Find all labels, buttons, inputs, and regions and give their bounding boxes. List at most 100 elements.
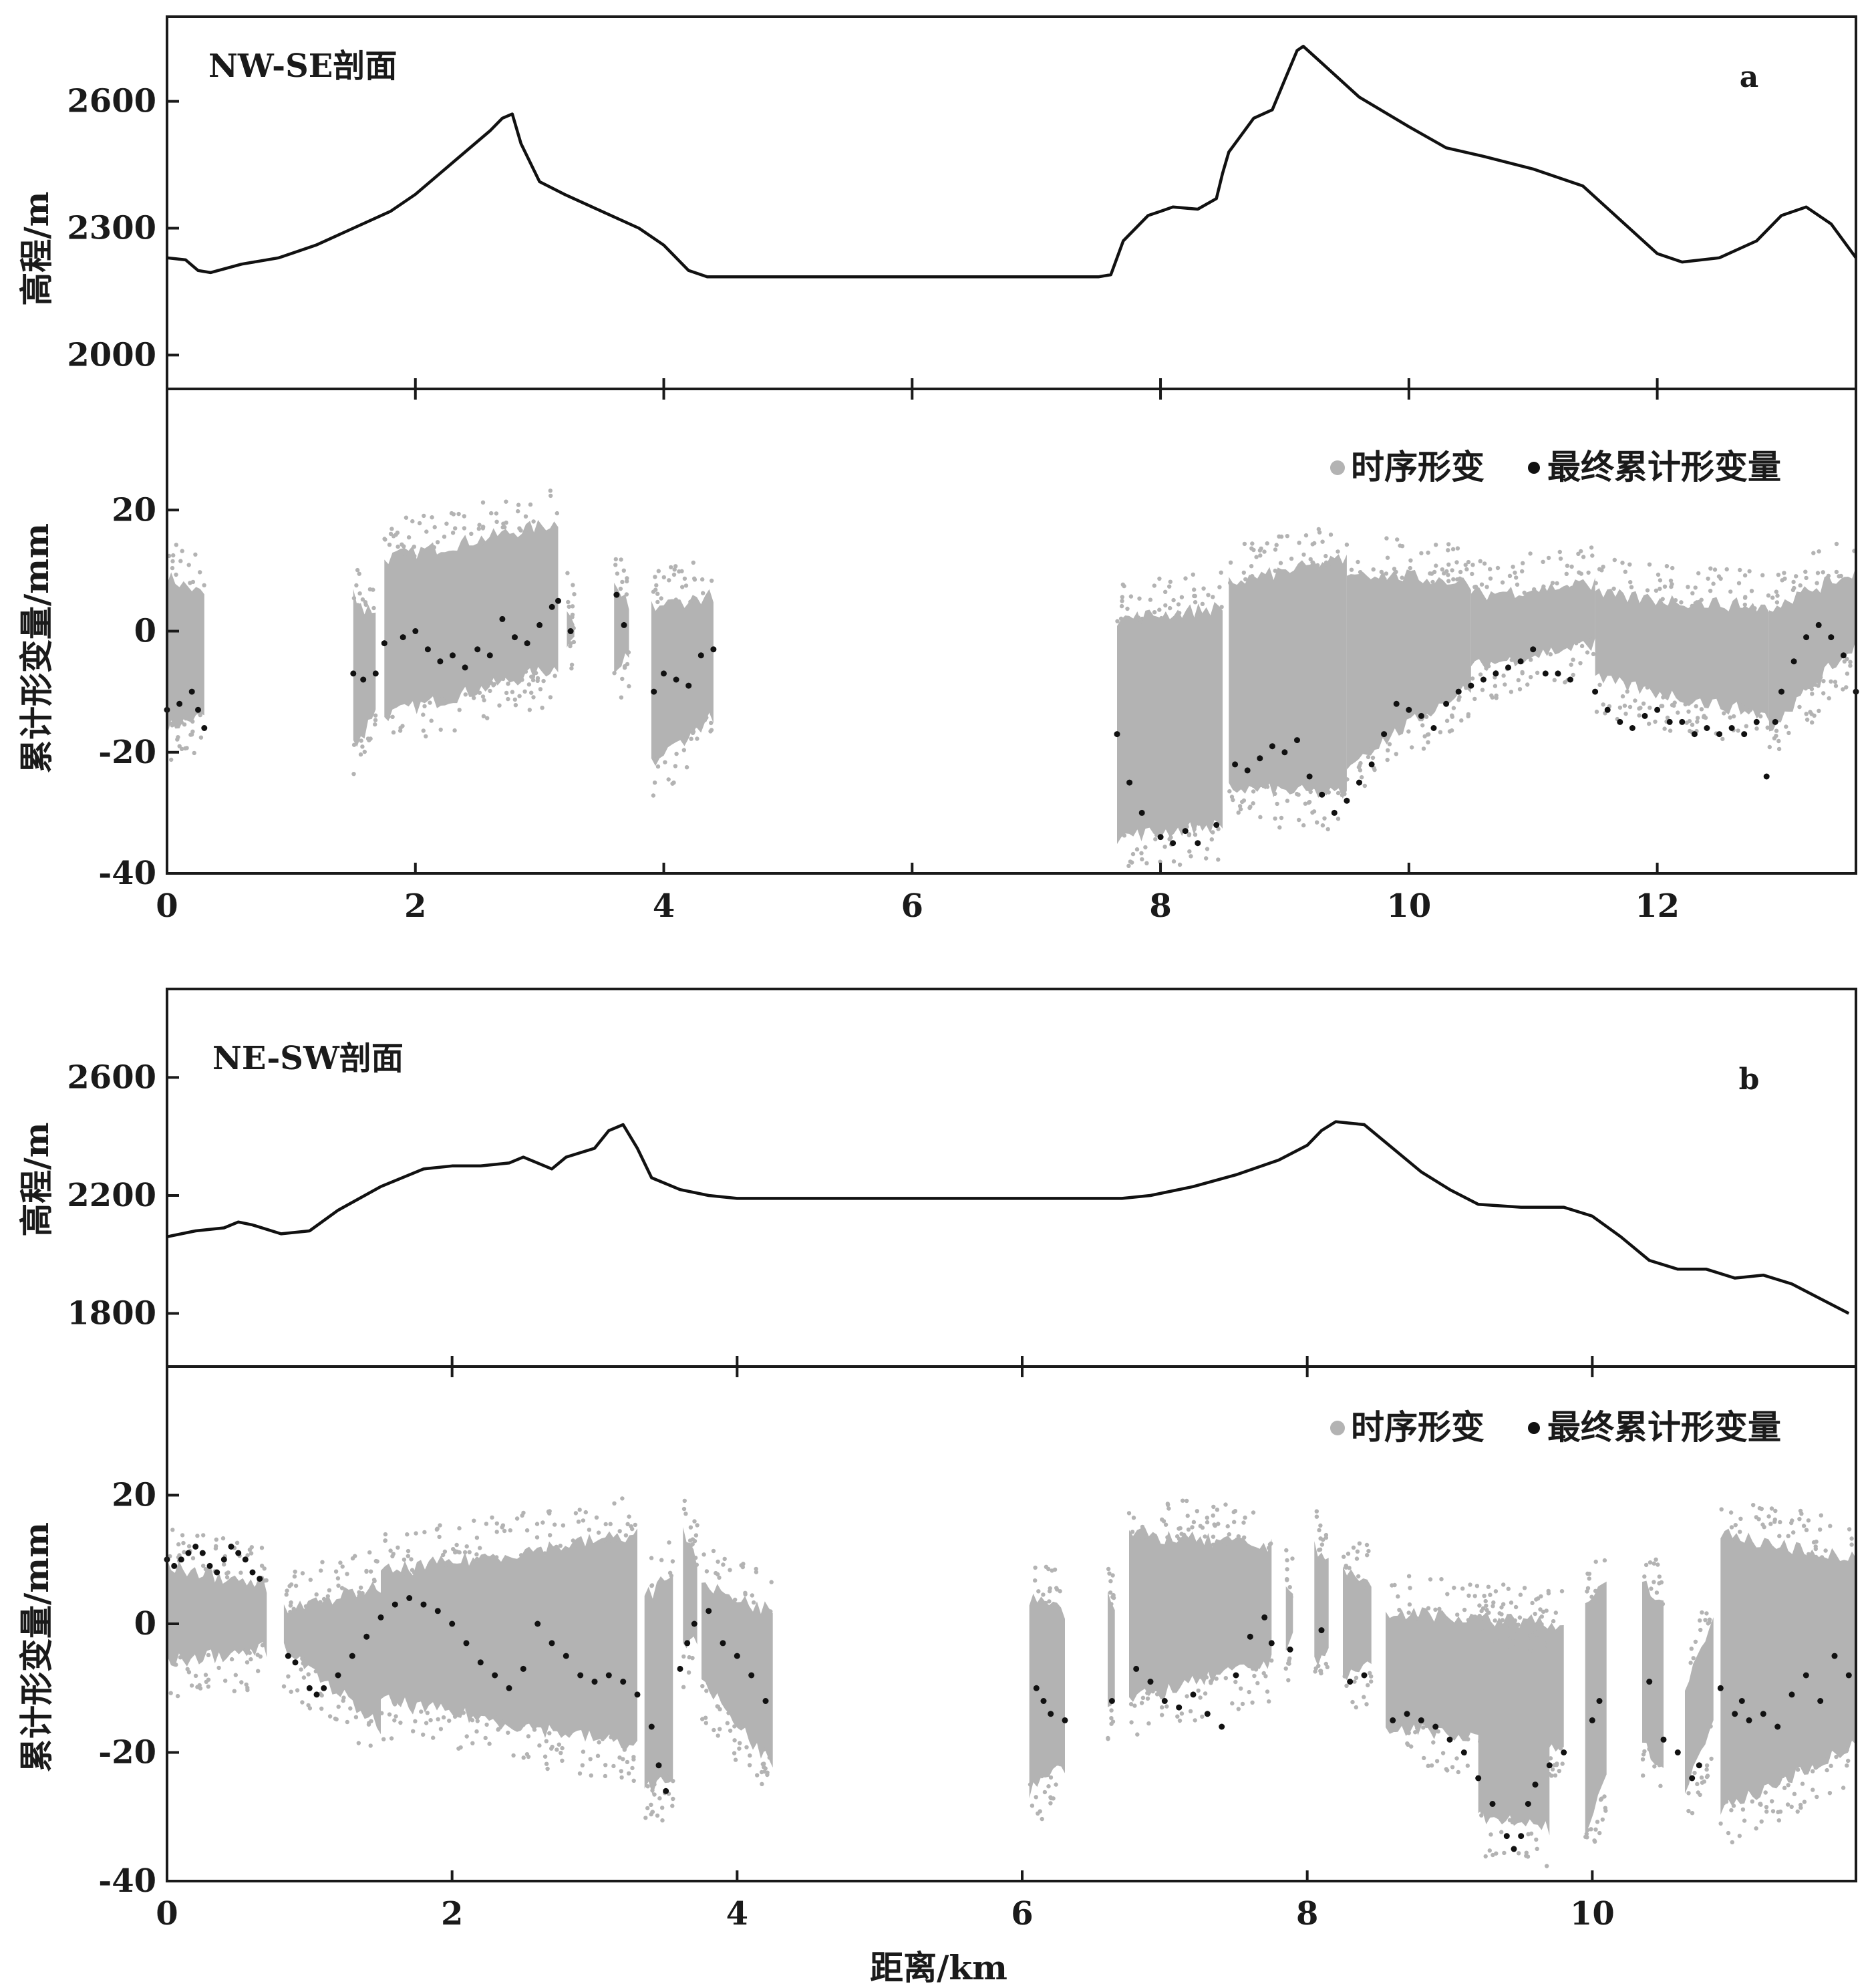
time-series-point [193, 552, 198, 557]
time-series-point [1277, 825, 1282, 830]
time-series-point [487, 1741, 492, 1746]
time-series-point [622, 1747, 627, 1752]
final-deformation-point [524, 640, 530, 647]
time-series-point [1517, 1851, 1521, 1856]
time-series-point [1777, 1534, 1782, 1538]
time-series-point [438, 1566, 443, 1570]
time-series-point [1122, 833, 1127, 838]
time-series-band [1585, 1581, 1607, 1835]
time-series-point [1493, 1639, 1498, 1643]
time-series-point [603, 1522, 608, 1527]
time-series-point [1240, 782, 1245, 787]
final-deformation-point [720, 1640, 726, 1647]
time-series-point [1661, 603, 1666, 608]
time-series-point [1658, 586, 1662, 591]
time-series-point [1464, 686, 1468, 690]
time-series-point [1829, 679, 1833, 684]
time-series-point [264, 1578, 269, 1583]
time-series-point [683, 583, 689, 588]
time-series-point [1290, 1556, 1295, 1561]
time-series-point [1365, 1553, 1370, 1558]
time-series-point [560, 1758, 565, 1763]
time-series-point [547, 1511, 552, 1516]
time-series-point [1530, 1641, 1535, 1645]
time-series-point [1657, 1763, 1662, 1767]
time-series-point [1698, 1627, 1703, 1632]
time-series-point [1159, 615, 1164, 621]
time-series-point [1458, 569, 1463, 575]
time-series-point [367, 1550, 372, 1555]
time-series-point [510, 690, 515, 694]
time-series-point [1693, 585, 1698, 590]
time-series-point [405, 1532, 410, 1537]
time-series-point [1345, 777, 1350, 782]
time-series-point [1232, 1520, 1237, 1524]
time-series-point [1275, 801, 1279, 807]
time-series-point [769, 1580, 774, 1584]
final-deformation-point [363, 1633, 370, 1640]
time-series-point [519, 673, 524, 678]
time-series-point [1204, 856, 1209, 861]
time-series-point [1193, 600, 1198, 605]
time-series-point [1211, 830, 1215, 835]
time-series-point [617, 1755, 622, 1760]
time-series-point [1140, 1695, 1146, 1700]
time-series-point [1550, 581, 1555, 585]
time-series-point [1253, 1667, 1259, 1672]
time-series-point [1819, 1513, 1823, 1518]
x-tick-label: 10 [1386, 887, 1431, 925]
time-series-point [721, 1562, 726, 1567]
time-series-point [494, 1521, 499, 1526]
time-series-point [1163, 589, 1168, 594]
time-series-point [1622, 703, 1627, 708]
time-series-point [1285, 1558, 1289, 1563]
time-series-point [1262, 549, 1267, 554]
time-series-point [732, 1751, 737, 1755]
time-series-point [1472, 594, 1477, 599]
time-series-point [389, 527, 394, 531]
time-series-point [1827, 696, 1831, 701]
time-series-point [1790, 587, 1796, 593]
time-series-point [1361, 1585, 1366, 1590]
final-deformation-point [1788, 1691, 1795, 1698]
final-deformation-point [1361, 1672, 1368, 1679]
time-series-point [1742, 573, 1748, 578]
time-series-point [1466, 559, 1471, 565]
time-series-point [1625, 689, 1629, 694]
time-series-point [1237, 804, 1243, 809]
time-series-point [1724, 567, 1729, 572]
final-deformation-point [242, 1556, 249, 1563]
time-series-point [1030, 1804, 1035, 1808]
time-series-point [481, 714, 486, 719]
time-series-point [1477, 1603, 1482, 1608]
final-deformation-point [549, 1640, 555, 1647]
time-series-point [1593, 1588, 1598, 1593]
time-series-point [609, 1735, 613, 1739]
time-series-point [1410, 1616, 1415, 1621]
final-deformation-point [1268, 1640, 1275, 1647]
time-series-point [1493, 1589, 1499, 1594]
time-series-point [1386, 748, 1390, 753]
time-series-point [1729, 1525, 1734, 1530]
time-series-point [1273, 816, 1277, 821]
final-deformation-point [199, 1550, 206, 1556]
final-deformation-point [350, 670, 357, 677]
final-cumulative-deformation-series [164, 1544, 1852, 1852]
time-series-point [733, 1757, 738, 1762]
time-series-point [1516, 1622, 1521, 1627]
time-series-point [1743, 595, 1748, 599]
time-series-point [308, 1577, 313, 1582]
time-series-point [314, 1592, 319, 1597]
time-series-point [1499, 1637, 1505, 1643]
time-series-point [1483, 1854, 1488, 1859]
time-series-point [1489, 1832, 1493, 1837]
time-series-point [462, 1550, 468, 1555]
time-series-point [1303, 533, 1309, 538]
time-series-point [726, 1711, 731, 1715]
final-deformation-point [1840, 652, 1847, 659]
x-axis-label: 距离/km [870, 1948, 1007, 1987]
time-series-point [561, 1523, 566, 1528]
time-series-point [748, 1753, 752, 1758]
final-deformation-point [1604, 706, 1611, 713]
